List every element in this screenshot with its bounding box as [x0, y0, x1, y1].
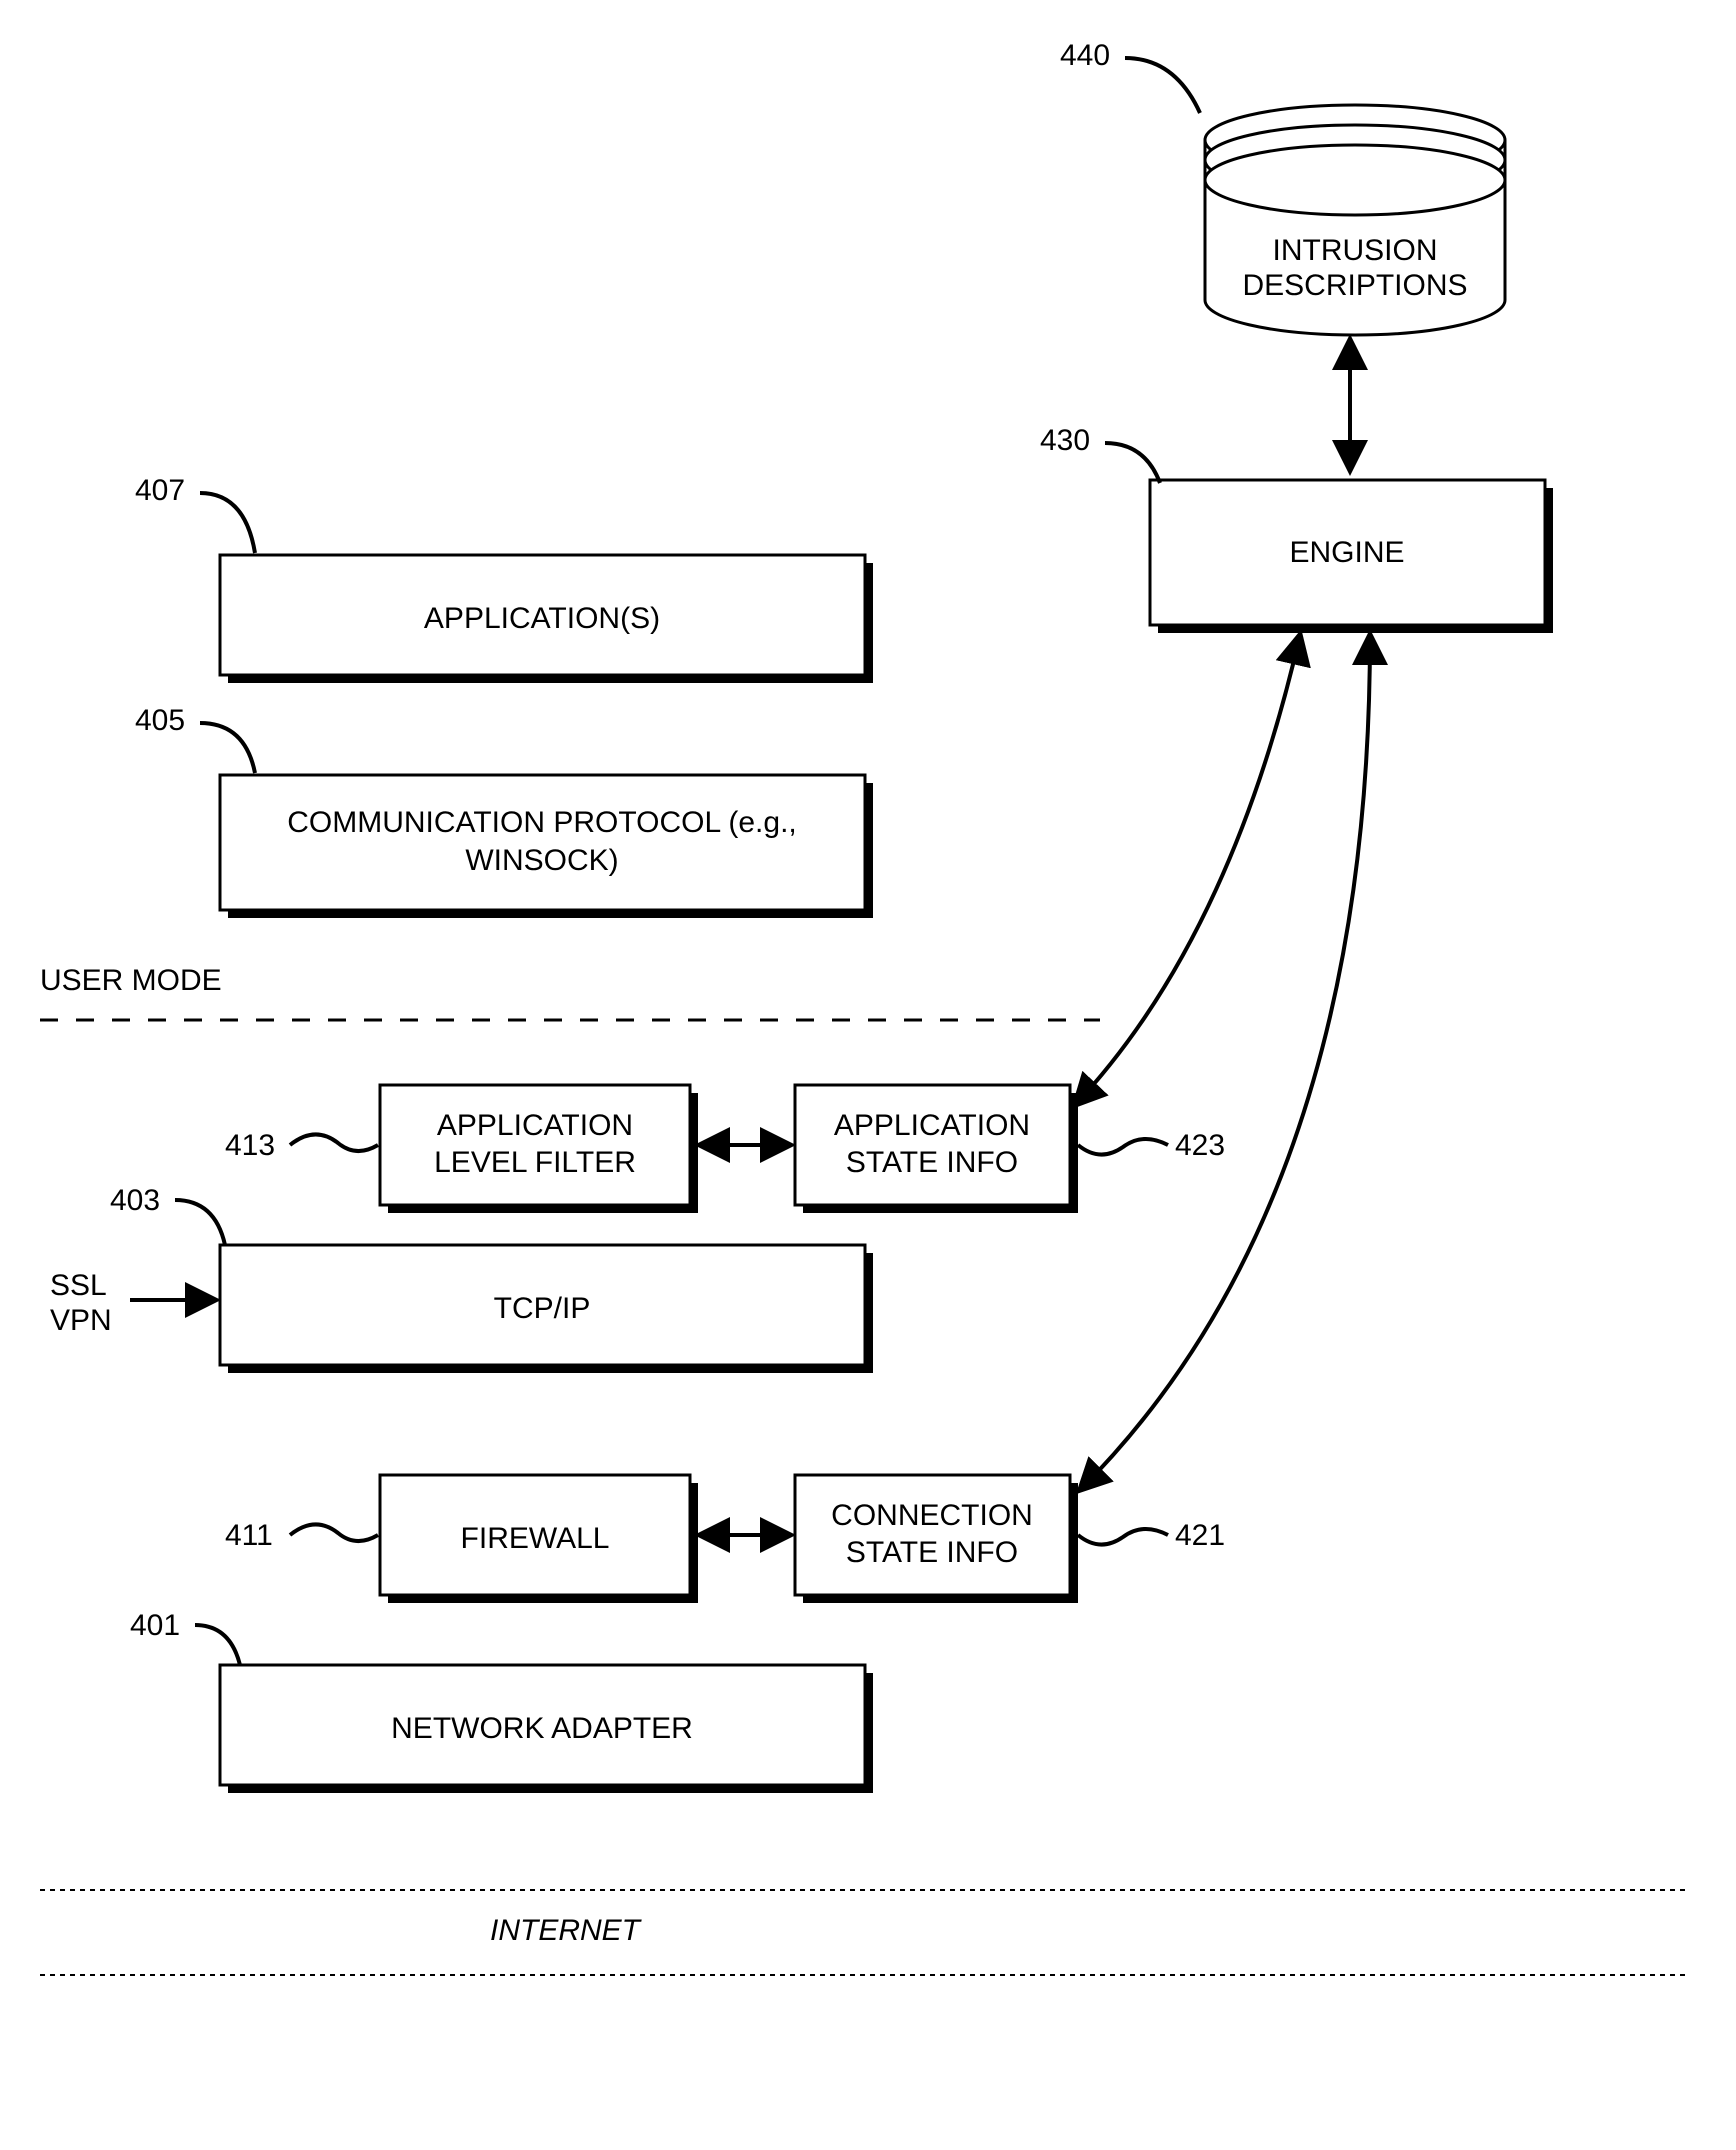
ref-421: 421	[1175, 1519, 1225, 1552]
edge-engine-connstate	[1080, 635, 1370, 1490]
node-tcpip: TCP/IP	[220, 1245, 873, 1373]
vpn-label: VPN	[50, 1304, 112, 1337]
node-app-state-info: APPLICATION STATE INFO	[795, 1085, 1078, 1213]
ref-407: 407	[135, 474, 185, 507]
node-firewall: FIREWALL	[380, 1475, 698, 1603]
app-level-filter-label-1: APPLICATION	[437, 1109, 633, 1142]
internet-label: INTERNET	[490, 1914, 643, 1947]
app-state-info-label-1: APPLICATION	[834, 1109, 1030, 1142]
ref-403: 403	[110, 1184, 160, 1217]
leader-430	[1105, 443, 1160, 483]
ref-430: 430	[1040, 424, 1090, 457]
firewall-label: FIREWALL	[461, 1522, 610, 1555]
node-intrusion-db: INTRUSION DESCRIPTIONS	[1205, 105, 1505, 335]
leader-423	[1078, 1139, 1168, 1155]
intrusion-db-label-2: DESCRIPTIONS	[1242, 269, 1467, 302]
tcpip-label: TCP/IP	[494, 1292, 591, 1325]
edge-engine-appstate	[1075, 635, 1300, 1105]
ssl-label: SSL	[50, 1269, 107, 1302]
node-comm-protocol: COMMUNICATION PROTOCOL (e.g., WINSOCK)	[220, 775, 873, 918]
app-level-filter-label-2: LEVEL FILTER	[434, 1146, 636, 1179]
node-conn-state-info: CONNECTION STATE INFO	[795, 1475, 1078, 1603]
applications-label: APPLICATION(S)	[424, 602, 660, 635]
leader-407	[200, 493, 255, 553]
ref-413: 413	[225, 1129, 275, 1162]
conn-state-info-label-2: STATE INFO	[846, 1536, 1018, 1569]
leader-403	[175, 1200, 225, 1245]
leader-421	[1078, 1529, 1168, 1545]
ref-423: 423	[1175, 1129, 1225, 1162]
node-engine: ENGINE	[1150, 480, 1553, 633]
conn-state-info-label-1: CONNECTION	[831, 1499, 1033, 1532]
app-state-info-label-2: STATE INFO	[846, 1146, 1018, 1179]
user-mode-label: USER MODE	[40, 964, 222, 997]
comm-protocol-label-2: WINSOCK)	[465, 844, 618, 877]
leader-401	[195, 1625, 240, 1665]
node-network-adapter: NETWORK ADAPTER	[220, 1665, 873, 1793]
ref-401: 401	[130, 1609, 180, 1642]
leader-440	[1125, 58, 1200, 113]
node-applications: APPLICATION(S)	[220, 555, 873, 683]
ref-405: 405	[135, 704, 185, 737]
ref-440: 440	[1060, 39, 1110, 72]
ref-411: 411	[225, 1519, 273, 1552]
node-app-level-filter: APPLICATION LEVEL FILTER	[380, 1085, 698, 1213]
leader-405	[200, 723, 255, 773]
leader-413	[290, 1134, 378, 1151]
intrusion-db-label-1: INTRUSION	[1273, 234, 1438, 267]
comm-protocol-label-1: COMMUNICATION PROTOCOL (e.g.,	[287, 806, 797, 839]
engine-label: ENGINE	[1289, 536, 1404, 569]
leader-411	[290, 1524, 378, 1541]
network-adapter-label: NETWORK ADAPTER	[391, 1712, 693, 1745]
